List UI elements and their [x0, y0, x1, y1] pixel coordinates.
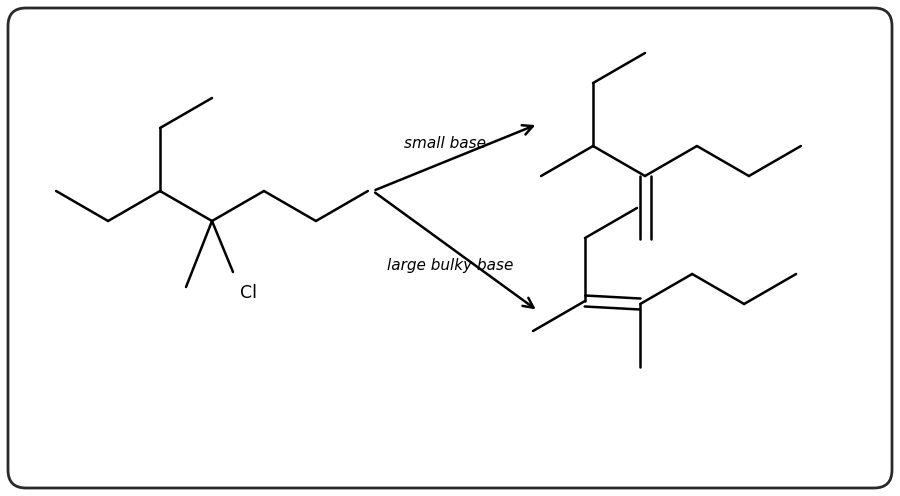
- Text: large bulky base: large bulky base: [387, 258, 514, 273]
- Text: Cl: Cl: [240, 284, 257, 302]
- Text: small base: small base: [404, 135, 486, 150]
